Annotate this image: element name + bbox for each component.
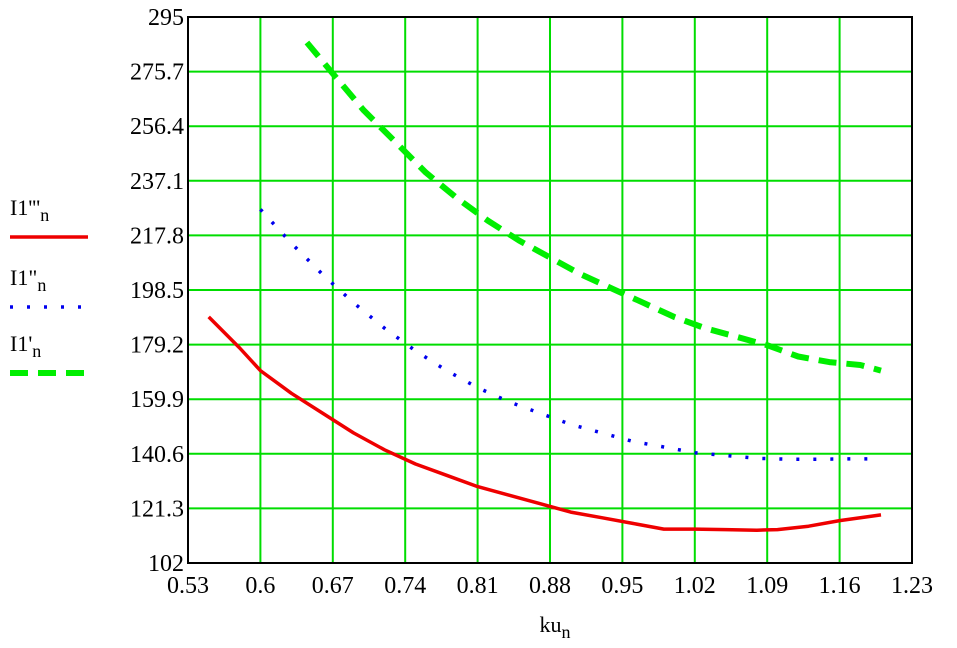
legend-label-main: I1' — [10, 331, 32, 356]
y-tick-label: 159.9 — [130, 387, 184, 413]
series-line-1 — [207, 315, 882, 532]
series-layer — [207, 40, 882, 532]
grid-layer — [187, 16, 913, 564]
y-tick-label: 179.2 — [130, 333, 184, 359]
x-tick-label: 0.67 — [312, 573, 354, 599]
y-tick-label: 121.3 — [130, 496, 184, 522]
legend-label-sub: n — [37, 275, 46, 295]
legend-label-2: I1"n — [10, 265, 46, 295]
x-axis-label: kun — [540, 612, 571, 642]
y-tick-label: 237.1 — [130, 169, 184, 195]
y-tick-labels: 295 275.7 256.4 237.1 217.8 198.5 179.2 159.9 14… — [130, 5, 184, 577]
y-tick-label: 198.5 — [130, 278, 184, 304]
legend-label-1: I1'''n — [10, 195, 49, 225]
y-tick-label: 256.4 — [130, 114, 184, 140]
legend-label-sub: n — [40, 205, 49, 225]
y-tick-label: 217.8 — [130, 223, 184, 249]
plot-frame — [187, 16, 913, 564]
x-tick-label: 0.53 — [167, 573, 209, 599]
legend-label-3: I1'n — [10, 331, 41, 361]
x-axis-label-main: ku — [540, 612, 562, 637]
series-line-2 — [259, 208, 881, 461]
x-tick-label: 1.16 — [819, 573, 861, 599]
x-tick-label: 0.74 — [384, 573, 426, 599]
legend: I1'''nI1"nI1'n — [10, 195, 88, 376]
x-tick-label: 1.23 — [891, 573, 933, 599]
x-tick-label: 1.02 — [674, 573, 716, 599]
x-axis-label-sub: n — [562, 622, 571, 642]
x-tick-labels: 0.53 0.6 0.67 0.74 0.81 0.88 0.95 1.02 1.09 1.16 1… — [167, 573, 933, 599]
legend-label-main: I1''' — [10, 195, 40, 220]
legend-label-main: I1" — [10, 265, 37, 290]
x-tick-label: 0.95 — [601, 573, 643, 599]
y-tick-label: 102 — [148, 551, 184, 577]
x-tick-label: 0.6 — [245, 573, 275, 599]
x-tick-label: 0.81 — [457, 573, 499, 599]
legend-label-sub: n — [32, 341, 41, 361]
x-tick-label: 0.88 — [529, 573, 571, 599]
y-tick-label: 275.7 — [130, 60, 184, 86]
series-line-3 — [304, 40, 882, 374]
y-tick-label: 140.6 — [130, 442, 184, 468]
y-tick-label: 295 — [148, 5, 184, 31]
x-tick-label: 1.09 — [746, 573, 788, 599]
